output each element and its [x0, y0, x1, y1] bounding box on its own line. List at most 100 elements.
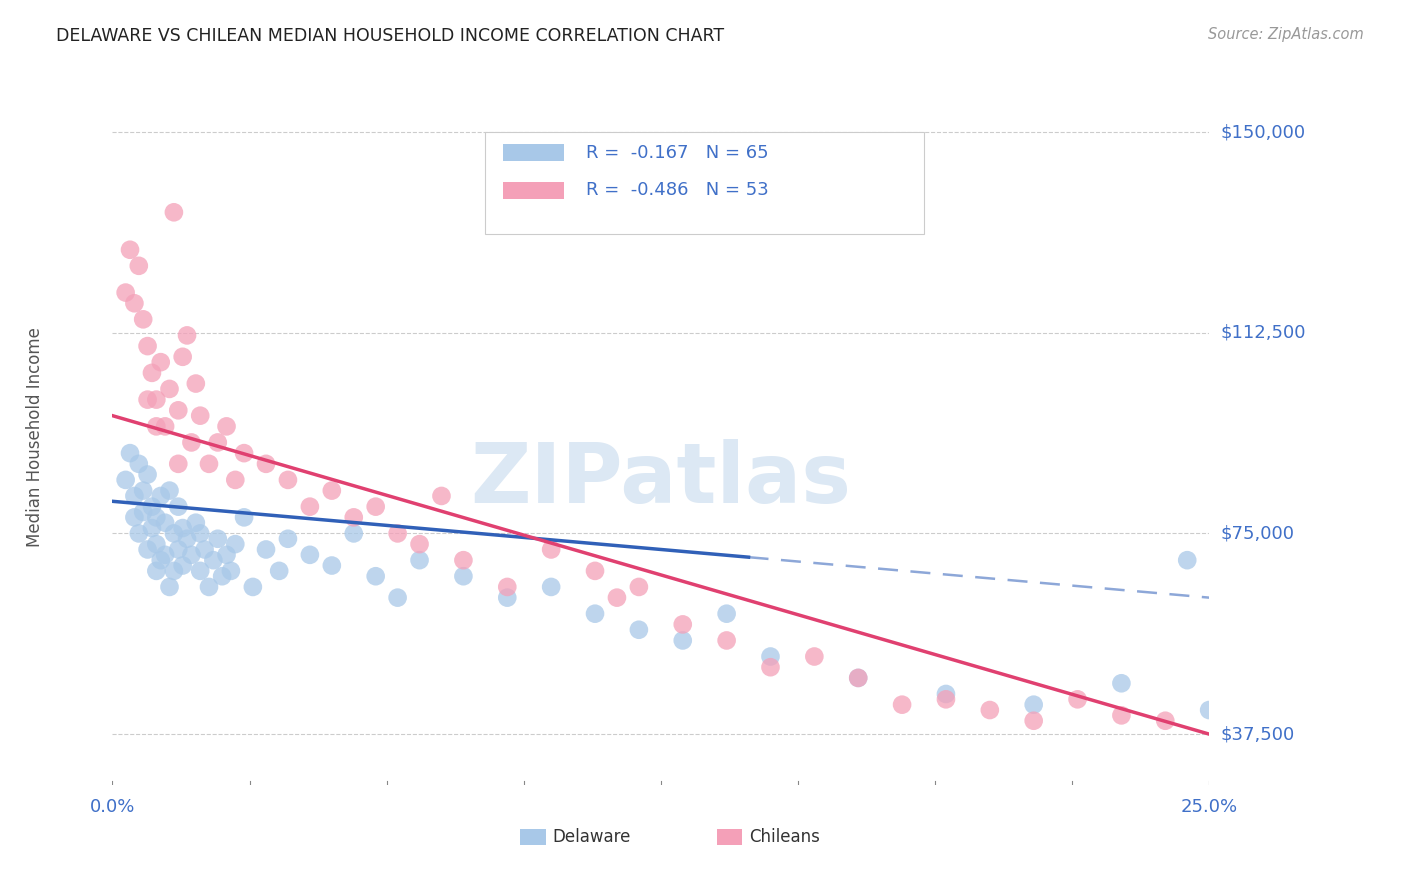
Point	[606, 591, 628, 605]
Point	[935, 687, 957, 701]
Point	[149, 355, 172, 369]
FancyBboxPatch shape	[485, 132, 924, 234]
Point	[149, 553, 172, 567]
Point	[136, 467, 159, 482]
Point	[136, 542, 159, 557]
Text: Source: ZipAtlas.com: Source: ZipAtlas.com	[1208, 27, 1364, 42]
Point	[1022, 714, 1045, 728]
Point	[803, 649, 825, 664]
Point	[132, 505, 155, 519]
Point	[242, 580, 264, 594]
Point	[716, 607, 738, 621]
Point	[180, 548, 202, 562]
Point	[184, 516, 207, 530]
Point	[145, 537, 167, 551]
Bar	[503, 145, 564, 161]
Text: Chileans: Chileans	[749, 828, 820, 846]
Point	[627, 623, 650, 637]
Point	[172, 350, 194, 364]
Point	[114, 473, 136, 487]
Text: 25.0%: 25.0%	[1181, 798, 1237, 816]
Point	[935, 692, 957, 706]
Point	[118, 243, 141, 257]
Text: R =  -0.167   N = 65: R = -0.167 N = 65	[586, 144, 769, 161]
Point	[198, 457, 221, 471]
Point	[145, 419, 167, 434]
Point	[167, 403, 190, 417]
Bar	[503, 182, 564, 199]
Point	[145, 510, 167, 524]
Text: ZIPatlas: ZIPatlas	[471, 440, 851, 520]
Point	[124, 510, 146, 524]
Point	[672, 633, 695, 648]
Point	[184, 376, 207, 391]
Text: $150,000: $150,000	[1220, 123, 1306, 141]
Point	[198, 580, 221, 594]
Point	[141, 521, 163, 535]
Point	[1198, 703, 1220, 717]
Text: $75,000: $75,000	[1220, 524, 1295, 542]
Point	[233, 510, 256, 524]
Point	[540, 580, 562, 594]
Point	[215, 419, 238, 434]
Point	[408, 553, 430, 567]
Point	[387, 526, 409, 541]
Point	[118, 446, 141, 460]
Point	[124, 489, 146, 503]
Point	[453, 569, 475, 583]
Point	[188, 409, 211, 423]
Point	[159, 580, 181, 594]
Point	[759, 660, 782, 674]
Point	[496, 580, 519, 594]
Point	[321, 483, 343, 498]
Point	[141, 366, 163, 380]
Point	[1154, 714, 1177, 728]
Point	[145, 392, 167, 407]
Point	[716, 633, 738, 648]
Point	[298, 548, 321, 562]
Point	[188, 564, 211, 578]
Point	[219, 564, 242, 578]
Point	[145, 564, 167, 578]
Point	[343, 510, 366, 524]
Point	[343, 526, 366, 541]
Point	[627, 580, 650, 594]
Point	[114, 285, 136, 300]
Text: $37,500: $37,500	[1220, 725, 1295, 743]
Point	[298, 500, 321, 514]
Point	[1175, 553, 1198, 567]
Point	[136, 392, 159, 407]
Point	[180, 435, 202, 450]
Text: DELAWARE VS CHILEAN MEDIAN HOUSEHOLD INCOME CORRELATION CHART: DELAWARE VS CHILEAN MEDIAN HOUSEHOLD INC…	[56, 27, 724, 45]
Point	[167, 457, 190, 471]
Point	[136, 339, 159, 353]
Point	[176, 328, 198, 343]
Point	[207, 435, 229, 450]
Point	[540, 542, 562, 557]
Point	[269, 564, 291, 578]
Point	[254, 457, 277, 471]
Point	[408, 537, 430, 551]
Text: 0.0%: 0.0%	[90, 798, 135, 816]
Point	[153, 516, 176, 530]
Point	[387, 591, 409, 605]
Point	[1111, 676, 1133, 690]
Point	[167, 542, 190, 557]
Point	[672, 617, 695, 632]
Point	[583, 564, 606, 578]
Point	[194, 542, 217, 557]
Point	[224, 473, 246, 487]
Point	[496, 591, 519, 605]
Text: Delaware: Delaware	[553, 828, 631, 846]
Point	[128, 526, 150, 541]
Point	[364, 569, 387, 583]
Point	[891, 698, 914, 712]
Point	[132, 483, 155, 498]
Text: Median Household Income: Median Household Income	[27, 327, 44, 547]
Point	[159, 483, 181, 498]
Point	[141, 500, 163, 514]
Point	[1066, 692, 1088, 706]
Point	[153, 548, 176, 562]
Point	[153, 419, 176, 434]
Point	[846, 671, 869, 685]
